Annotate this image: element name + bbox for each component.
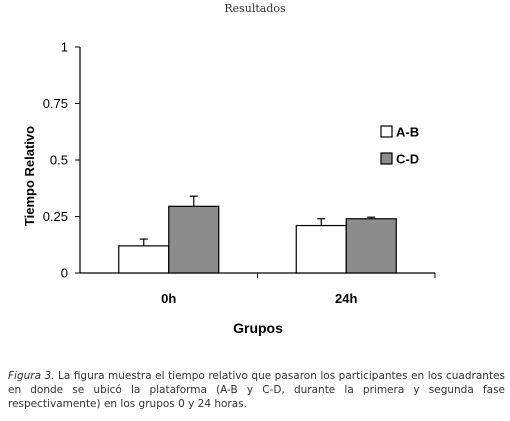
bar-C-D-24h [345, 218, 397, 274]
y-axis-label: Tiempo Relativo [22, 126, 37, 226]
legend-label: A-B [396, 125, 419, 140]
bar-chart: 0 0.25 0.5 0.75 1 0h 24h A-B C-D Tiempo Relati… [22, 40, 436, 336]
x-tick-label: 0h [161, 291, 176, 306]
chart-bars [118, 195, 397, 274]
x-axis-label: Grupos [233, 320, 283, 336]
figure-label: Figura 3. [8, 370, 55, 382]
y-tick-label: 0 [61, 266, 68, 281]
bar-A-B-24h [295, 224, 347, 274]
bar-C-D-0h [168, 205, 220, 274]
page-section-header: Resultados [224, 2, 286, 15]
legend-swatch-C-D [380, 152, 393, 165]
figure-caption-text: La figura muestra el tiempo relativo que… [8, 370, 505, 410]
chart-legend: A-B C-D [380, 125, 419, 167]
y-tick-label: 0.25 [43, 209, 68, 224]
bar-A-B-0h [118, 245, 170, 274]
legend-label: C-D [396, 152, 419, 167]
y-tick-label: 1 [61, 40, 68, 55]
figure-caption: Figura 3. La figura muestra el tiempo re… [8, 369, 505, 411]
legend-swatch-A-B [380, 125, 393, 138]
y-axis-ticks: 0 0.25 0.5 0.75 1 [43, 40, 80, 281]
y-tick-label: 0.75 [43, 96, 68, 111]
y-tick-label: 0.5 [50, 153, 68, 168]
x-tick-label: 24h [335, 291, 357, 306]
x-axis-ticks: 0h 24h [161, 273, 436, 306]
